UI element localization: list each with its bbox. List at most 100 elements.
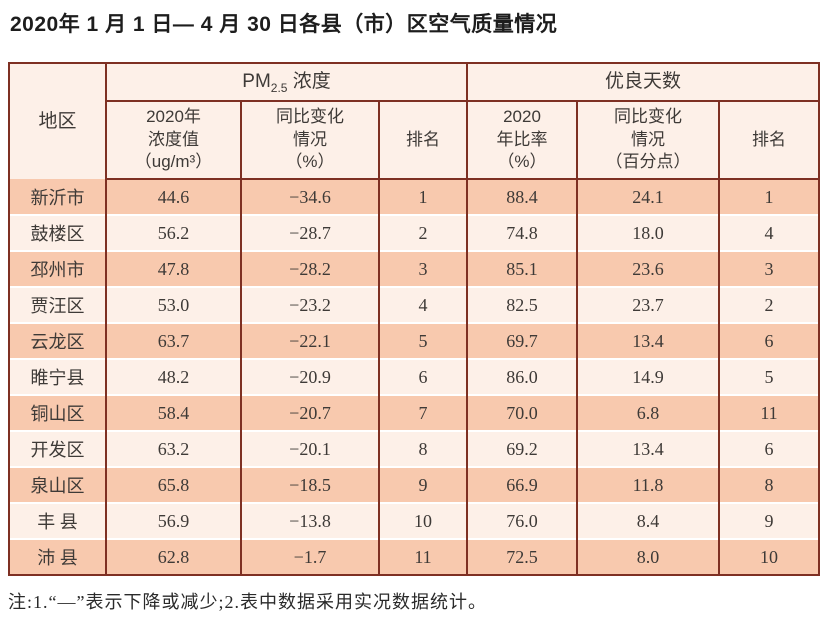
table-row: 泉山区 65.8 −18.5 9 66.9 11.8 8 [8, 466, 821, 503]
table-row: 沛 县 62.8 −1.7 11 72.5 8.0 10 [8, 538, 821, 575]
days-rank-cell: 10 [717, 538, 821, 575]
region-cell: 开发区 [8, 430, 107, 467]
pm-rank-cell: 6 [378, 358, 468, 395]
days-change-cell: 13.4 [576, 322, 720, 359]
region-cell: 新沂市 [8, 179, 107, 215]
table-row: 邳州市 47.8 −28.2 3 85.1 23.6 3 [8, 250, 821, 287]
days-rank-cell: 5 [717, 358, 821, 395]
footnote: 注:1.“—”表示下降或减少;2.表中数据采用实况数据统计。 [8, 592, 487, 612]
region-cell: 鼓楼区 [8, 214, 107, 251]
pm-change-cell: −28.7 [240, 214, 380, 251]
pm-change-cell: −1.7 [240, 538, 380, 575]
days-change-cell: 14.9 [576, 358, 720, 395]
pm-rank-cell: 5 [378, 322, 468, 359]
pm-value-cell: 47.8 [105, 250, 242, 287]
pm-subscript: 2.5 [270, 80, 288, 95]
pm-value-cell: 58.4 [105, 394, 242, 431]
pm-change-cell: −18.5 [240, 466, 380, 503]
good-days-group-header: 优良天数 [465, 63, 821, 102]
region-cell: 铜山区 [8, 394, 107, 431]
days-rate-cell: 88.4 [466, 179, 578, 215]
days-rank-cell: 3 [717, 250, 821, 287]
pm-label-rest: 浓度 [287, 70, 331, 92]
pm-value-cell: 56.2 [105, 214, 242, 251]
pm-change-cell: −22.1 [240, 322, 380, 359]
days-rank-cell: 9 [717, 502, 821, 539]
pm-rank-header: 排名 [378, 101, 468, 180]
pm-value-cell: 63.2 [105, 430, 242, 467]
days-rank-cell: 4 [717, 214, 821, 251]
days-change-cell: 13.4 [576, 430, 720, 467]
table-row: 睢宁县 48.2 −20.9 6 86.0 14.9 5 [8, 358, 821, 395]
page-title: 2020年 1 月 1 日— 4 月 30 日各县（市）区空气质量情况 [10, 13, 558, 36]
region-cell: 泉山区 [8, 466, 107, 503]
region-cell: 睢宁县 [8, 358, 107, 395]
pm-rank-cell: 8 [378, 430, 468, 467]
days-change-cell: 11.8 [576, 466, 720, 503]
sub-header-row: 2020年 浓度值 （ug/m³） 同比变化 情况 （%） 排名 2020 年比… [9, 101, 821, 180]
days-change-cell: 8.0 [576, 538, 720, 575]
pm-change-cell: −20.1 [240, 430, 380, 467]
days-change-cell: 8.4 [576, 502, 720, 539]
days-rate-cell: 72.5 [466, 538, 578, 575]
pm-rank-cell: 1 [378, 179, 468, 215]
days-change-cell: 23.7 [576, 286, 720, 323]
pm-label: PM [242, 70, 271, 92]
days-rate-cell: 69.7 [466, 322, 578, 359]
days-rate-cell: 74.8 [466, 214, 578, 251]
table-row: 鼓楼区 56.2 −28.7 2 74.8 18.0 4 [8, 214, 821, 251]
region-column-header: 地区 [8, 63, 107, 179]
pm-value-cell: 62.8 [105, 538, 242, 575]
days-rate-cell: 85.1 [466, 250, 578, 287]
days-rate-header: 2020 年比率 （%） [466, 101, 578, 180]
pm-rank-cell: 2 [378, 214, 468, 251]
table-row: 铜山区 58.4 −20.7 7 70.0 6.8 11 [8, 394, 821, 431]
pm-value-cell: 48.2 [105, 358, 242, 395]
days-rank-cell: 8 [717, 466, 821, 503]
pm-value-cell: 65.8 [105, 466, 242, 503]
table-row: 开发区 63.2 −20.1 8 69.2 13.4 6 [8, 430, 821, 467]
days-rate-cell: 76.0 [466, 502, 578, 539]
pm-value-cell: 53.0 [105, 286, 242, 323]
pm-rank-cell: 10 [378, 502, 468, 539]
region-cell: 邳州市 [8, 250, 107, 287]
pm-change-cell: −13.8 [240, 502, 380, 539]
table-row: 贾汪区 53.0 −23.2 4 82.5 23.7 2 [8, 286, 821, 323]
pm-value-cell: 63.7 [105, 322, 242, 359]
table-row: 新沂市 44.6 −34.6 1 88.4 24.1 1 [8, 179, 821, 215]
pm-rank-cell: 7 [378, 394, 468, 431]
air-quality-table: 地区 PM2.5 浓度 优良天数 2020年 浓度值 （ug/m³） 同比变化 … [8, 62, 821, 576]
days-rate-cell: 69.2 [466, 430, 578, 467]
table-row: 丰 县 56.9 −13.8 10 76.0 8.4 9 [8, 502, 821, 539]
pm25-group-header: PM2.5 浓度 [105, 63, 468, 102]
group-header-row: 地区 PM2.5 浓度 优良天数 [8, 63, 821, 179]
pm-rank-cell: 9 [378, 466, 468, 503]
days-rate-cell: 86.0 [466, 358, 578, 395]
pm-change-header: 同比变化 情况 （%） [240, 101, 380, 180]
days-rate-cell: 70.0 [466, 394, 578, 431]
region-cell: 贾汪区 [8, 286, 107, 323]
pm-change-cell: −34.6 [240, 179, 380, 215]
region-cell: 沛 县 [8, 538, 107, 575]
days-change-cell: 18.0 [576, 214, 720, 251]
pm-value-cell: 44.6 [105, 179, 242, 215]
days-rank-cell: 2 [717, 286, 821, 323]
pm-change-cell: −28.2 [240, 250, 380, 287]
pm-value-header: 2020年 浓度值 （ug/m³） [105, 101, 242, 180]
table-body: 新沂市 44.6 −34.6 1 88.4 24.1 1 鼓楼区 56.2 −2… [8, 179, 821, 575]
days-change-header: 同比变化 情况 （百分点） [576, 101, 720, 180]
pm-change-cell: −20.7 [240, 394, 380, 431]
pm-value-cell: 56.9 [105, 502, 242, 539]
days-rank-cell: 6 [717, 322, 821, 359]
pm-rank-cell: 3 [378, 250, 468, 287]
days-rate-cell: 82.5 [466, 286, 578, 323]
table-row: 云龙区 63.7 −22.1 5 69.7 13.4 6 [8, 322, 821, 359]
pm-rank-cell: 11 [378, 538, 468, 575]
days-change-cell: 24.1 [576, 179, 720, 215]
pm-rank-cell: 4 [378, 286, 468, 323]
table-header: 地区 PM2.5 浓度 优良天数 2020年 浓度值 （ug/m³） 同比变化 … [8, 63, 821, 180]
days-rank-header: 排名 [717, 101, 821, 180]
pm-change-cell: −23.2 [240, 286, 380, 323]
region-cell: 丰 县 [8, 502, 107, 539]
